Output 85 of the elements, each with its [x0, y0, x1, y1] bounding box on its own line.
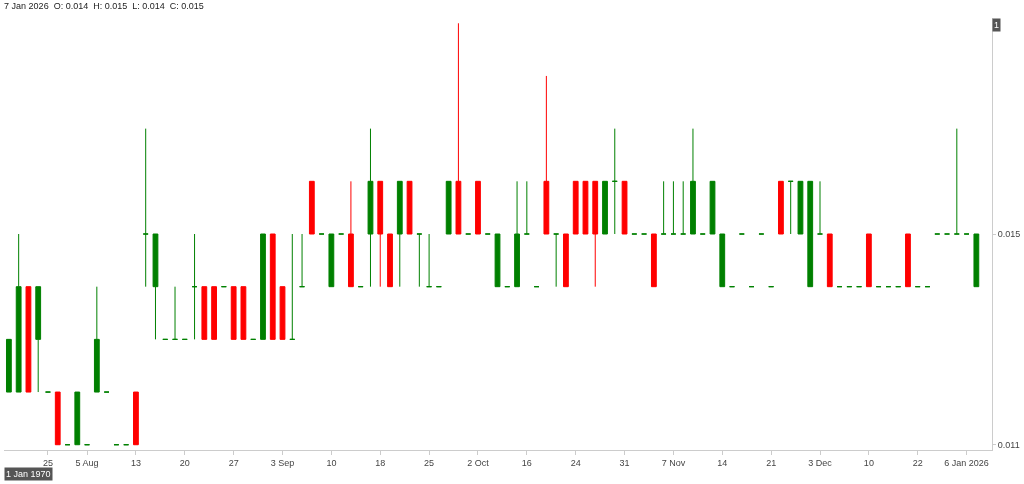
- candlestick: [543, 75, 550, 235]
- x-tick-label: 10: [863, 457, 874, 468]
- text: 1 Jan 1970: [6, 469, 51, 479]
- candlestick: [328, 233, 335, 288]
- x-tick-label: 24: [570, 457, 581, 468]
- candlestick: [719, 233, 726, 288]
- candlestick: [514, 180, 520, 288]
- candlestick: [660, 180, 667, 235]
- candlestick: [269, 233, 276, 340]
- x-tick-label: 6 Jan 2026: [944, 457, 989, 468]
- candlestick: [133, 391, 139, 446]
- chart-title: 7 Jan 2026 O: 0.014 H: 0.015 L: 0.014 C: 0.015: [4, 0, 204, 11]
- candlestick: [611, 128, 618, 235]
- candlestick: [240, 286, 247, 340]
- candlestick: [15, 233, 22, 393]
- x-tick-label: 14: [717, 457, 728, 468]
- x-tick-label: 31: [619, 457, 630, 468]
- candlestick: [680, 180, 687, 235]
- x-tick-label: 20: [179, 457, 190, 468]
- x-tick-label: 2 Oct: [467, 457, 490, 468]
- candlestick: [494, 233, 501, 288]
- x-tick-label: 25: [42, 457, 53, 468]
- candlestick: [826, 233, 833, 288]
- candlestick: [807, 180, 814, 288]
- candlestick: [191, 233, 198, 340]
- candlestick: [690, 128, 696, 235]
- x-tick-label: 10: [326, 457, 337, 468]
- candlestick: [523, 180, 530, 235]
- candlestick: [865, 233, 872, 288]
- x-tick-label: 3 Dec: [808, 457, 833, 468]
- candlestick: [25, 286, 32, 393]
- candlestick: [74, 391, 81, 446]
- candlestick: [602, 180, 608, 235]
- candlestick: [260, 233, 266, 340]
- candlestick: [445, 180, 452, 235]
- candlestick: [201, 286, 208, 340]
- candlestick: [377, 180, 384, 288]
- candlestick: [953, 128, 960, 235]
- candlestick: [582, 180, 589, 235]
- candlestick: [367, 128, 374, 288]
- candlestick: [563, 233, 569, 288]
- candlestick: [5, 338, 12, 393]
- x-tick-label: 16: [521, 457, 532, 468]
- x-tick-label: 3 Sep: [270, 457, 295, 468]
- candlestick: [289, 233, 296, 340]
- candlestick: [54, 391, 61, 446]
- candlestick: [905, 233, 911, 288]
- candlestick: [152, 233, 159, 340]
- y-tick-label: 0.015: [997, 229, 1021, 240]
- candlestick: [797, 180, 804, 235]
- candlestick: [455, 22, 462, 235]
- candlestick: [670, 180, 677, 235]
- candlestick: [778, 180, 784, 235]
- candlestick: [621, 180, 628, 235]
- candlestick: [93, 286, 100, 393]
- candlestick: [308, 180, 315, 235]
- candlestick: [475, 180, 481, 235]
- candlestick: [211, 286, 217, 340]
- x-tick-label: 7 Nov: [661, 457, 686, 468]
- candlestick: [787, 180, 794, 235]
- candlestick: [230, 286, 237, 340]
- x-tick-label: 25: [424, 457, 435, 468]
- y-tick-label: 0.011: [997, 439, 1020, 450]
- x-tick-label: 27: [228, 457, 239, 468]
- candlestick: [553, 233, 560, 288]
- x-tick-label: 21: [766, 457, 777, 468]
- candlestick: [279, 286, 286, 340]
- candlestick: [650, 233, 657, 288]
- candlestick: [348, 180, 354, 288]
- candlestick: [592, 180, 599, 288]
- candlestick: [572, 180, 579, 235]
- candlestick: [387, 233, 393, 288]
- candlestick: [406, 180, 413, 235]
- text: 1: [994, 20, 1000, 30]
- candlestick: [396, 180, 403, 288]
- candlestick: [709, 180, 716, 235]
- candlestick: [35, 286, 42, 393]
- candlestick: [416, 233, 423, 288]
- candlestick: [426, 233, 432, 288]
- x-tick-label: 5 Aug: [75, 457, 99, 468]
- candlestick: [973, 233, 980, 288]
- x-tick-label: 22: [912, 457, 923, 468]
- candlestick: [142, 128, 149, 288]
- x-tick-label: 13: [130, 457, 141, 468]
- x-tick-label: 18: [375, 457, 386, 468]
